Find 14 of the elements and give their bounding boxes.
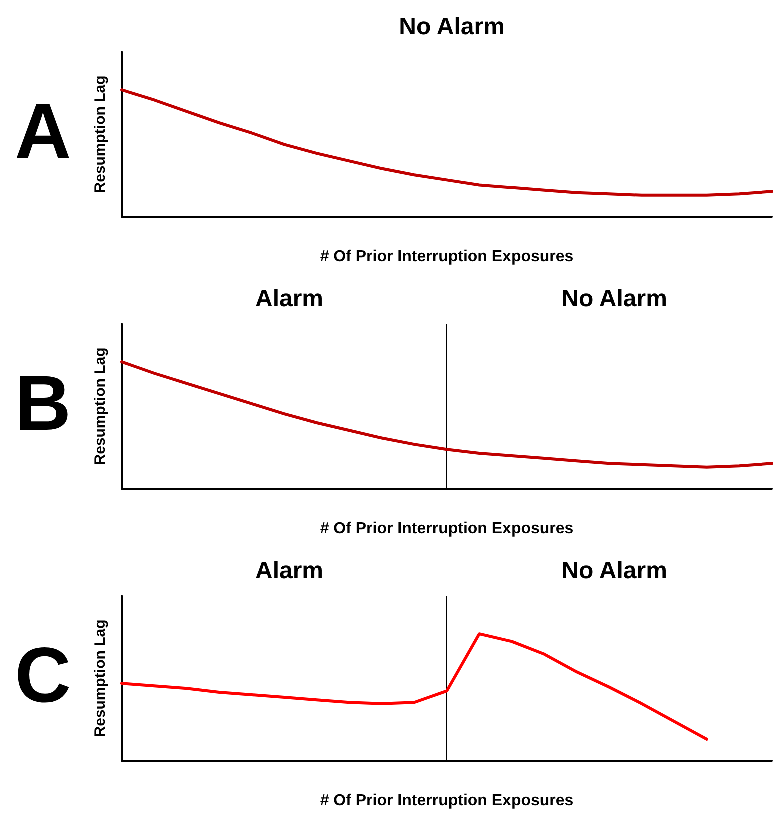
chart-title: A (15, 87, 72, 175)
text: No Alarm (562, 558, 668, 584)
text: No Alarm (399, 14, 505, 40)
chart-title: B (15, 359, 72, 447)
x-axis-title: # Of Prior Interruption Exposures (320, 520, 574, 538)
text: No Alarm (562, 286, 668, 312)
x-axis-title: # Of Prior Interruption Exposures (320, 792, 574, 810)
x-axis-title: # Of Prior Interruption Exposures (320, 248, 574, 266)
text: Alarm (255, 558, 324, 584)
text: Alarm (255, 286, 324, 312)
chart-title: C (15, 631, 72, 719)
y-axis-title: Resumption Lag (92, 348, 109, 466)
y-axis-title: Resumption Lag (92, 620, 109, 738)
y-axis-title: Resumption Lag (92, 76, 109, 194)
